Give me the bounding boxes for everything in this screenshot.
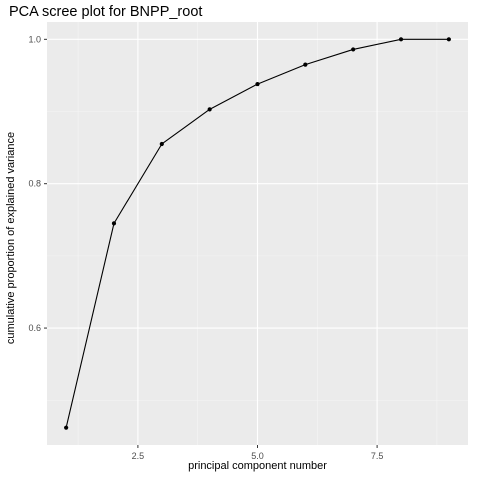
x-tick-label: 7.5 [371,451,384,461]
major-gridlines [47,22,468,445]
data-point [303,62,308,67]
data-point [111,221,117,226]
data-point [398,37,404,42]
data-point [64,425,69,430]
x-tick-label: 5.0 [251,451,264,461]
series-layer [64,37,451,430]
data-point [255,81,260,87]
y-tick-label: 0.8 [28,179,41,189]
data-point [446,37,451,42]
data-point [159,141,164,147]
y-tick-label: 0.6 [28,323,41,333]
x-axis-label: principal component number [188,460,327,472]
x-tick-label: 2.5 [132,451,145,461]
chart-title: PCA scree plot for BNPP_root [9,4,203,20]
data-point [207,107,212,112]
y-axis-label: cumulative proportion of explained varia… [5,131,17,345]
axes-layer: 2.5 5.0 7.5 0.6 0.8 1.0 [28,34,383,461]
y-tick-label: 1.0 [28,34,41,44]
data-point [351,47,356,52]
